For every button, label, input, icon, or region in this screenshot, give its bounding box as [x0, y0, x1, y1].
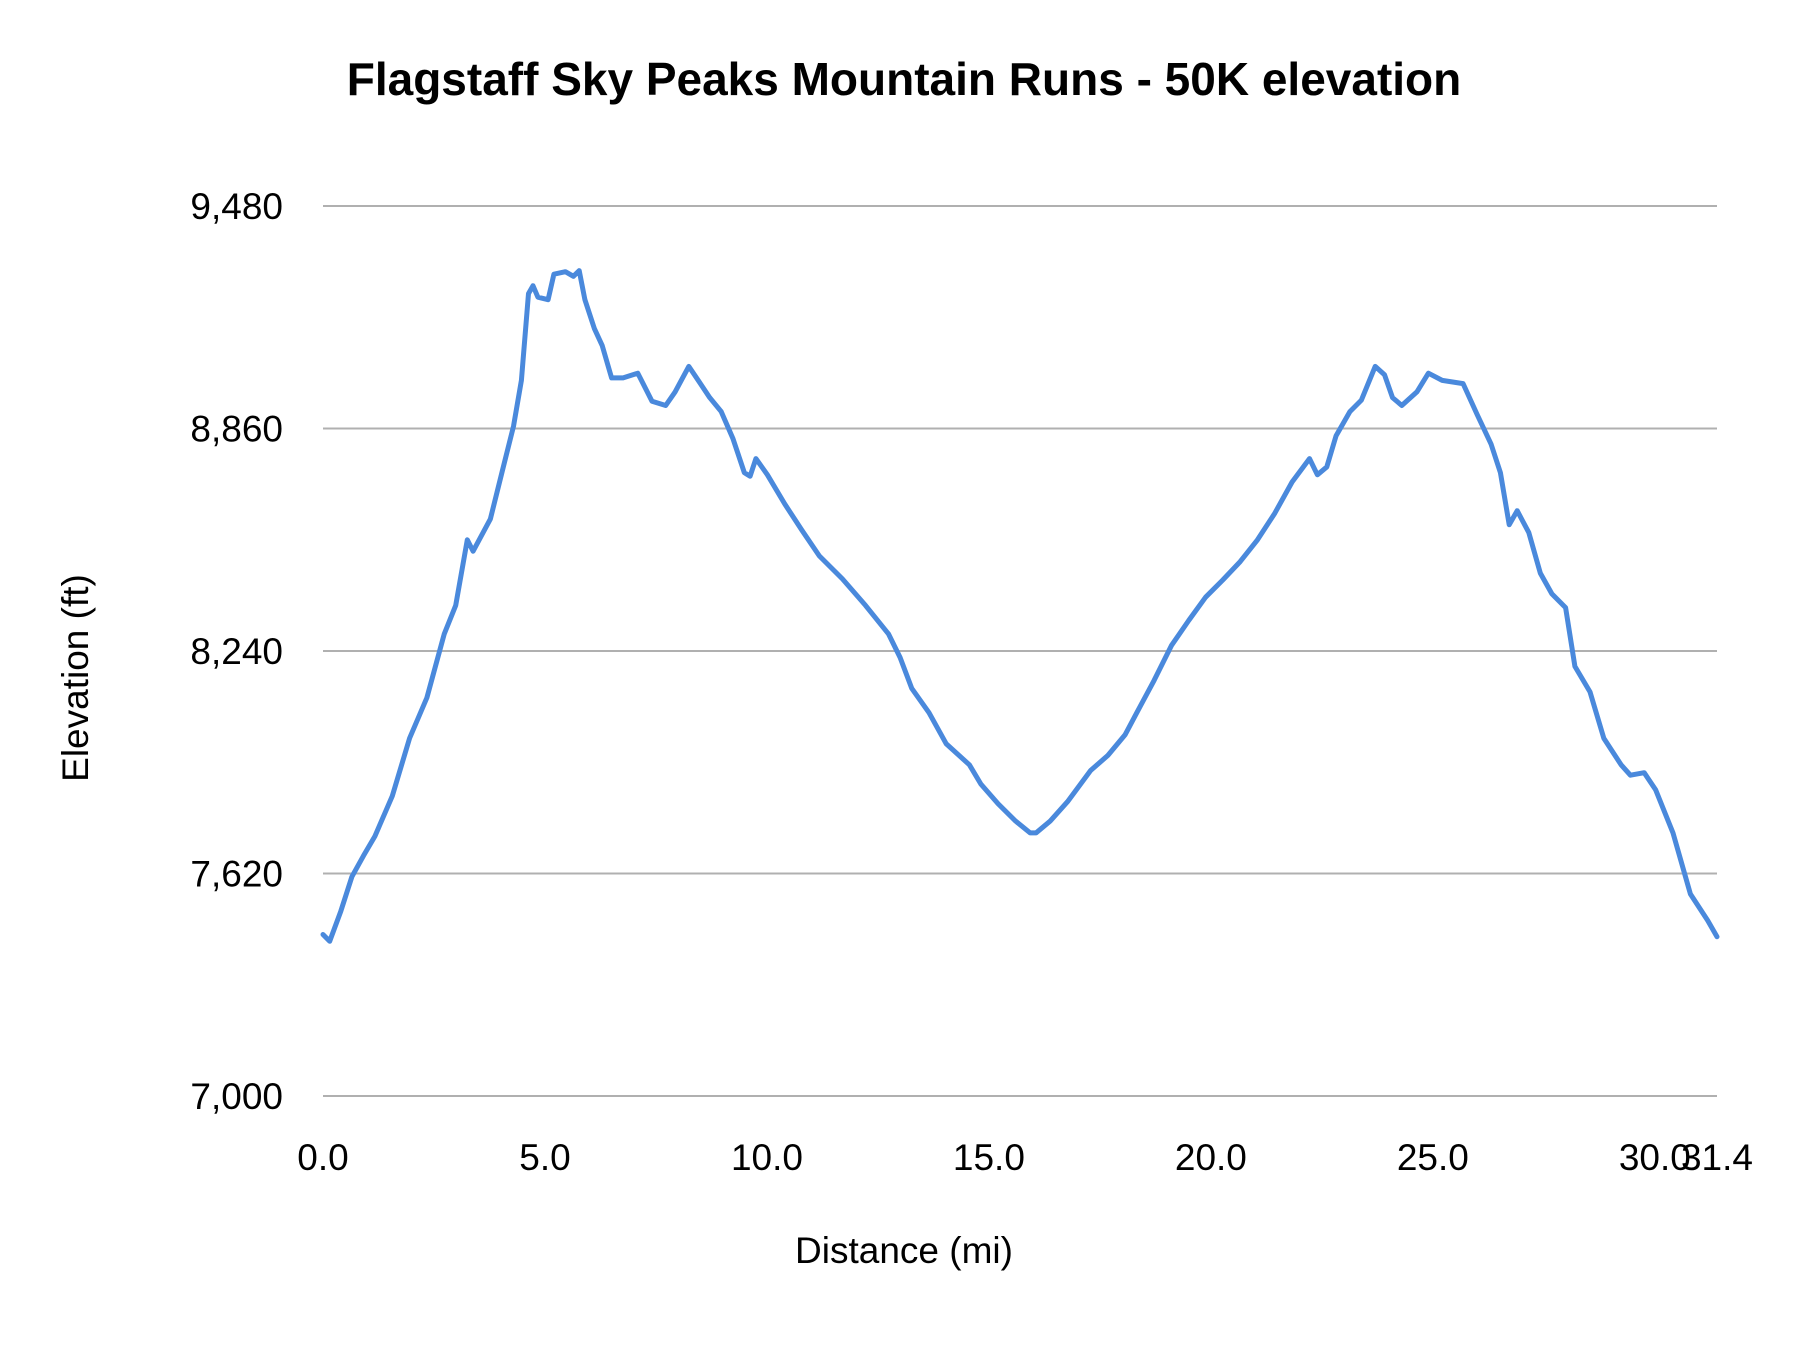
x-tick-label: 25.0: [1397, 1137, 1469, 1178]
x-tick-label: 10.0: [731, 1137, 803, 1178]
x-tick-label: 5.0: [519, 1137, 570, 1178]
y-tick-label: 7,000: [190, 1076, 283, 1117]
x-tick-labels: 0.0 5.0 10.0 15.0 20.0 25.0 30.031.4: [297, 1137, 1753, 1178]
x-tick-label: 31.4: [1681, 1137, 1753, 1178]
x-tick-label: 30.0: [1619, 1137, 1691, 1178]
x-axis-title: Distance (mi): [795, 1230, 1013, 1271]
y-axis-title: Elevation (ft): [55, 574, 96, 782]
y-tick-labels: 9,480 8,860 8,240 7,620 7,000: [190, 186, 283, 1117]
chart-title: Flagstaff Sky Peaks Mountain Runs - 50K …: [347, 53, 1462, 105]
elevation-line: [320, 268, 1720, 944]
y-tick-label: 8,860: [190, 409, 283, 450]
y-tick-label: 7,620: [190, 854, 283, 895]
gridlines: [323, 205, 1717, 1097]
x-tick-label: 0.0: [297, 1137, 348, 1178]
y-tick-label: 9,480: [190, 186, 283, 227]
x-tick-label: 15.0: [953, 1137, 1025, 1178]
series-group: [320, 268, 1720, 944]
y-tick-label: 8,240: [190, 631, 283, 672]
x-tick-label: 20.0: [1175, 1137, 1247, 1178]
